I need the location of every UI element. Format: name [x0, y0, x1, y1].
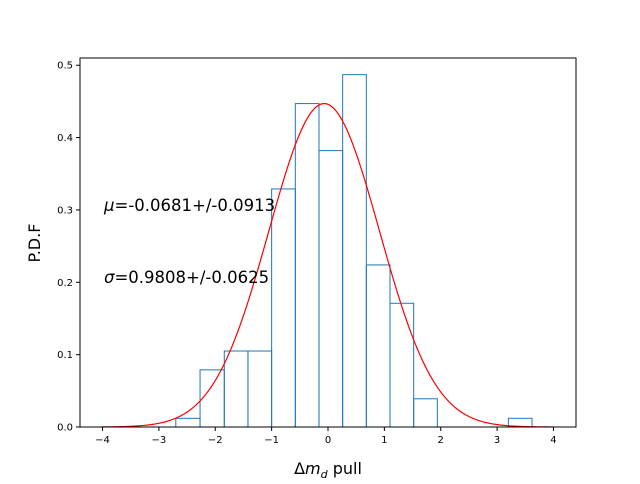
- histogram-bar: [223, 350, 249, 428]
- x-tick-label: −3: [152, 435, 167, 446]
- histogram-bar: [175, 417, 201, 428]
- y-tick-label: 0.3: [57, 205, 73, 216]
- sigma-symbol: σ: [104, 268, 115, 287]
- plot-frame: [79, 57, 577, 428]
- histogram-bar: [271, 188, 296, 428]
- y-axis-ticks: 0.0 0.1 0.2 0.3 0.4 0.5: [57, 61, 80, 434]
- histogram-bars: [175, 74, 533, 428]
- x-tick-label: −1: [264, 435, 279, 446]
- y-tick-label: 0.0: [57, 423, 73, 434]
- sigma-value: =0.9808+/-0.0625: [114, 268, 269, 287]
- mu-annotation: μ=-0.0681+/-0.0913: [103, 196, 275, 215]
- x-tick-label: 3: [494, 435, 500, 446]
- x-tick-label: 1: [381, 435, 387, 446]
- x-axis-label: Δmd pull: [294, 459, 362, 480]
- y-tick-label: 0.2: [57, 278, 73, 289]
- mu-value: =-0.0681+/-0.0913: [115, 196, 276, 215]
- histogram-bar: [365, 264, 391, 428]
- x-tick-label: 4: [550, 435, 556, 446]
- y-tick-label: 0.5: [57, 61, 73, 72]
- histogram-bar: [199, 369, 225, 428]
- histogram-bar: [389, 302, 415, 428]
- gaussian-fit: [102, 102, 554, 428]
- y-tick-label: 0.4: [57, 133, 73, 144]
- x-tick-label: 0: [325, 435, 331, 446]
- x-axis-ticks: −4 −3 −2 −1 0 1 2 3 4: [95, 427, 557, 446]
- y-axis-label: P.D.F: [25, 224, 44, 263]
- histogram-bar: [294, 103, 320, 428]
- x-tick-label: −2: [208, 435, 223, 446]
- histogram-bar: [247, 350, 273, 428]
- histogram-bar: [413, 398, 438, 428]
- x-tick-label: −4: [95, 435, 110, 446]
- y-tick-label: 0.1: [57, 350, 73, 361]
- sigma-annotation: σ=0.9808+/-0.0625: [104, 268, 269, 287]
- mu-symbol: μ: [103, 196, 115, 215]
- x-tick-label: 2: [438, 435, 444, 446]
- histogram-bar: [318, 150, 344, 428]
- fit-curve: [102, 102, 554, 428]
